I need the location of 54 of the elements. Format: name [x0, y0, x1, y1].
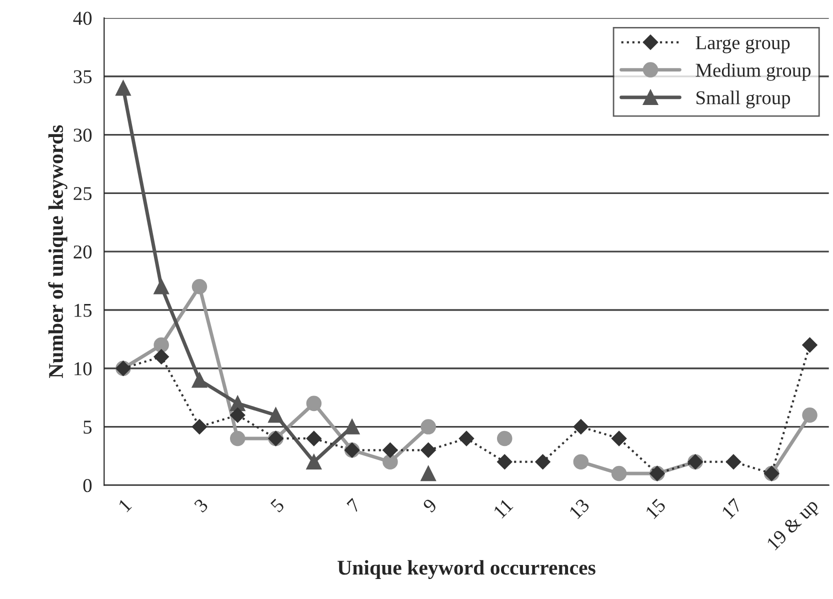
- point: [230, 430, 246, 446]
- y-tick-label: 5: [84, 420, 92, 434]
- point: [192, 419, 208, 434]
- point: [573, 419, 588, 434]
- x-tick-label: 11: [493, 498, 514, 519]
- y-tick-label: 30: [74, 128, 92, 142]
- point: [192, 372, 208, 388]
- point: [306, 454, 322, 470]
- point: [344, 419, 360, 434]
- y-tick-label: 0: [83, 479, 92, 492]
- x-tick-label: 5: [270, 498, 285, 513]
- y-tick-label: 35: [74, 70, 92, 84]
- x-tick-label: 3: [194, 498, 209, 513]
- point: [420, 442, 436, 458]
- y-axis-title: Number of unique keywords: [48, 125, 68, 378]
- x-tick-label: 9: [422, 498, 438, 514]
- x-tick-label: 1: [118, 498, 132, 512]
- point: [458, 430, 474, 446]
- legend-label: Large group: [696, 36, 790, 54]
- point: [382, 442, 398, 458]
- y-tick-label: 40: [73, 12, 92, 25]
- point: [802, 337, 818, 353]
- point: [116, 80, 131, 96]
- x-tick-label: 15: [645, 498, 666, 520]
- y-tick-label: 15: [74, 304, 92, 317]
- point: [154, 337, 169, 353]
- y-tick-label: 20: [74, 245, 92, 259]
- point: [382, 454, 398, 470]
- point: [611, 466, 627, 482]
- point: [420, 419, 436, 434]
- point: [420, 466, 436, 482]
- point: [802, 407, 818, 423]
- point: [306, 430, 322, 446]
- y-tick-label: 25: [74, 187, 92, 200]
- point: [268, 407, 284, 423]
- point: [726, 454, 742, 470]
- x-tick-label: 13: [568, 498, 590, 520]
- point: [154, 349, 169, 364]
- point: [192, 278, 208, 294]
- x-tick-label: 19 & up: [766, 498, 822, 554]
- point: [573, 454, 589, 470]
- legend-label: Medium group: [696, 63, 811, 81]
- point: [230, 408, 246, 423]
- point: [497, 454, 512, 470]
- x-axis-title: Unique keyword occurrences: [338, 560, 596, 580]
- point: [154, 278, 169, 294]
- y-tick-label: 10: [74, 362, 92, 376]
- point: [535, 454, 550, 470]
- x-tick-label: 7: [346, 498, 362, 513]
- point: [611, 430, 627, 446]
- point: [306, 396, 322, 412]
- point: [496, 430, 512, 446]
- x-tick-label: 17: [721, 498, 743, 520]
- legend-label: Small group: [696, 90, 790, 108]
